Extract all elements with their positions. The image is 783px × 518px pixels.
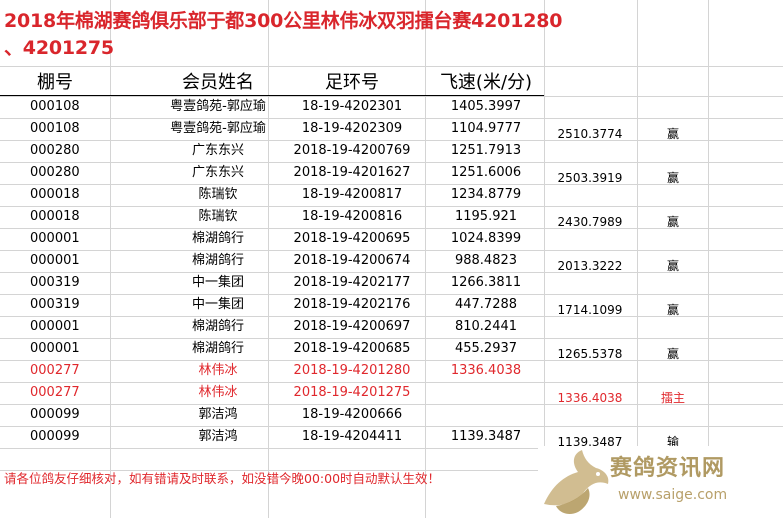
cell-ring: 18-19-4202309 bbox=[301, 121, 403, 136]
title-line-1: 2018年棉湖赛鸽俱乐部于都300公里林伟冰双羽擂台赛4201280 bbox=[4, 10, 563, 32]
cell-pen: 000108 bbox=[30, 99, 80, 114]
cell-member: 郭洁鸿 bbox=[198, 429, 238, 444]
pair-total: 2503.3919 bbox=[557, 171, 623, 185]
cell-pen: 000280 bbox=[30, 143, 80, 158]
header-rule bbox=[0, 95, 544, 96]
grid-column-line bbox=[708, 0, 709, 518]
cell-ring: 2018-19-4202176 bbox=[293, 297, 411, 312]
cell-speed: 1104.9777 bbox=[450, 121, 522, 136]
cell-pen: 000099 bbox=[30, 407, 80, 422]
cell-pen: 000001 bbox=[30, 341, 80, 356]
pair-total: 1139.3487 bbox=[557, 435, 623, 449]
cell-ring: 2018-19-4201280 bbox=[293, 363, 411, 378]
cell-ring: 18-19-4204411 bbox=[301, 429, 403, 444]
cell-speed: 447.7288 bbox=[454, 297, 518, 312]
header-member: 会员姓名 bbox=[182, 72, 254, 93]
pair-total: 2013.3222 bbox=[557, 259, 623, 273]
cell-member: 粤壹鸽苑-郭应瑜 bbox=[170, 99, 266, 114]
cell-pen: 000001 bbox=[30, 319, 80, 334]
cell-ring: 2018-19-4202177 bbox=[293, 275, 411, 290]
header-speed: 飞速(米/分) bbox=[439, 72, 533, 93]
cell-ring: 2018-19-4200769 bbox=[293, 143, 411, 158]
cell-speed: 1195.921 bbox=[454, 209, 518, 224]
cell-member: 棉湖鸽行 bbox=[191, 341, 244, 356]
cell-speed: 1336.4038 bbox=[450, 363, 522, 378]
cell-speed: 1024.8399 bbox=[450, 231, 522, 246]
cell-speed bbox=[425, 404, 547, 426]
cell-pen: 000001 bbox=[30, 231, 80, 246]
cell-pen: 000018 bbox=[30, 187, 80, 202]
pair-result: 擂主 bbox=[660, 391, 685, 405]
cell-pen: 000108 bbox=[30, 121, 80, 136]
cell-ring: 2018-19-4200695 bbox=[293, 231, 411, 246]
watermark-url: www.saige.com bbox=[618, 487, 728, 503]
cell-speed: 988.4823 bbox=[454, 253, 518, 268]
sheet-title: 2018年棉湖赛鸽俱乐部于都300公里林伟冰双羽擂台赛4201280 、4201… bbox=[4, 8, 562, 62]
cell-pen: 000319 bbox=[30, 297, 80, 312]
cell-ring: 2018-19-4200697 bbox=[293, 319, 411, 334]
cell-member: 棉湖鸽行 bbox=[191, 231, 244, 246]
header-pen: 棚号 bbox=[37, 72, 73, 93]
cell-speed: 1234.8779 bbox=[450, 187, 522, 202]
header-ring: 足环号 bbox=[325, 72, 379, 93]
cell-speed: 1266.3811 bbox=[450, 275, 522, 290]
title-line-2: 、4201275 bbox=[4, 37, 114, 59]
cell-member: 棉湖鸽行 bbox=[191, 319, 244, 334]
cell-pen: 000319 bbox=[30, 275, 80, 290]
cell-ring: 18-19-4200816 bbox=[301, 209, 403, 224]
pair-total: 2510.3774 bbox=[557, 127, 623, 141]
cell-pen: 000018 bbox=[30, 209, 80, 224]
cell-pen: 000099 bbox=[30, 429, 80, 444]
watermark-text: 赛鸽资讯网 bbox=[610, 456, 726, 481]
footer-notice: 请各位鸽友仔细核对，如有错请及时联系，如没错今晚00:00时自动默认生效！ bbox=[4, 471, 441, 486]
pair-result: 赢 bbox=[666, 347, 679, 361]
cell-speed: 810.2441 bbox=[454, 319, 518, 334]
cell-member: 中一集团 bbox=[191, 297, 244, 312]
cell-member: 陈瑞钦 bbox=[198, 209, 238, 224]
cell-pen: 000280 bbox=[30, 165, 80, 180]
cell-member: 中一集团 bbox=[191, 275, 244, 290]
pair-result: 赢 bbox=[666, 127, 679, 141]
cell-member: 林伟冰 bbox=[198, 363, 238, 378]
cell-speed: 1405.3997 bbox=[450, 99, 522, 114]
pair-total: 1714.1099 bbox=[557, 303, 623, 317]
cell-pen: 000001 bbox=[30, 253, 80, 268]
cell-pen: 000277 bbox=[30, 363, 80, 378]
cell-speed: 455.2937 bbox=[454, 341, 518, 356]
cell-ring: 2018-19-4200685 bbox=[293, 341, 411, 356]
cell-ring: 18-19-4200666 bbox=[301, 407, 403, 422]
cell-ring: 2018-19-4201627 bbox=[293, 165, 411, 180]
pair-result: 赢 bbox=[666, 215, 679, 229]
pair-result: 输 bbox=[666, 435, 679, 449]
cell-member: 陈瑞钦 bbox=[198, 187, 238, 202]
cell-ring: 18-19-4200817 bbox=[301, 187, 403, 202]
cell-member: 棉湖鸽行 bbox=[191, 253, 244, 268]
grid-row-line bbox=[0, 66, 783, 67]
watermark: 赛鸽资讯网 www.saige.com bbox=[538, 446, 783, 518]
cell-pen: 000277 bbox=[30, 385, 80, 400]
pair-total: 1265.5378 bbox=[557, 347, 623, 361]
cell-speed: 1139.3487 bbox=[450, 429, 522, 444]
pair-total: 2430.7989 bbox=[557, 215, 623, 229]
cell-member: 广东东兴 bbox=[191, 165, 244, 180]
cell-member: 郭洁鸿 bbox=[198, 407, 238, 422]
cell-speed bbox=[425, 382, 547, 404]
pair-result: 赢 bbox=[666, 303, 679, 317]
pair-result: 赢 bbox=[666, 259, 679, 273]
pair-result: 赢 bbox=[666, 171, 679, 185]
pair-total: 1336.4038 bbox=[557, 391, 623, 405]
cell-ring: 2018-19-4201275 bbox=[293, 385, 411, 400]
cell-ring: 2018-19-4200674 bbox=[293, 253, 411, 268]
cell-speed: 1251.6006 bbox=[450, 165, 522, 180]
cell-ring: 18-19-4202301 bbox=[301, 99, 403, 114]
cell-member: 粤壹鸽苑-郭应瑜 bbox=[170, 121, 266, 136]
cell-member: 林伟冰 bbox=[198, 385, 238, 400]
cell-speed: 1251.7913 bbox=[450, 143, 522, 158]
cell-member: 广东东兴 bbox=[191, 143, 244, 158]
pigeon-logo-icon bbox=[544, 450, 609, 514]
